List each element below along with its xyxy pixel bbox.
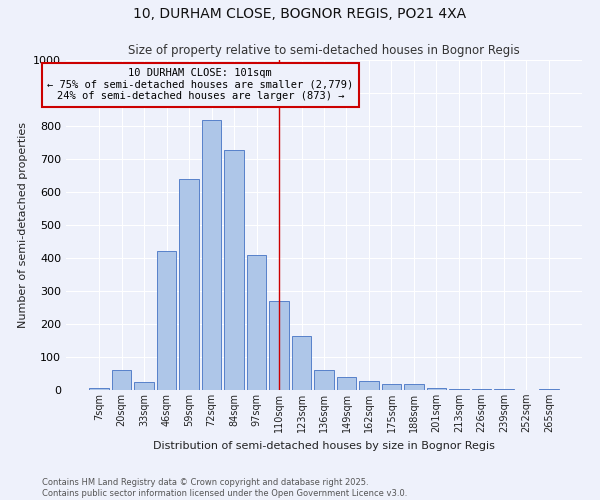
Bar (382, 384, 401, 390)
Bar (314, 370, 334, 390)
Bar (269, 301, 289, 390)
Bar (157, 252, 176, 390)
Bar (359, 381, 379, 390)
Bar (292, 336, 311, 390)
Bar (337, 377, 356, 390)
Bar (179, 180, 199, 390)
Y-axis label: Number of semi-detached properties: Number of semi-detached properties (17, 122, 28, 328)
Bar (247, 256, 266, 390)
Bar (202, 120, 221, 390)
Bar (112, 370, 131, 390)
Bar (89, 388, 109, 390)
Text: Contains HM Land Registry data © Crown copyright and database right 2025.
Contai: Contains HM Land Registry data © Crown c… (42, 478, 407, 498)
Title: Size of property relative to semi-detached houses in Bognor Regis: Size of property relative to semi-detach… (128, 44, 520, 58)
Bar (449, 389, 469, 390)
Bar (224, 150, 244, 390)
Bar (427, 388, 446, 390)
Bar (134, 382, 154, 390)
X-axis label: Distribution of semi-detached houses by size in Bognor Regis: Distribution of semi-detached houses by … (153, 440, 495, 450)
Bar (404, 384, 424, 390)
Text: 10 DURHAM CLOSE: 101sqm
← 75% of semi-detached houses are smaller (2,779)
24% of: 10 DURHAM CLOSE: 101sqm ← 75% of semi-de… (47, 68, 353, 102)
Text: 10, DURHAM CLOSE, BOGNOR REGIS, PO21 4XA: 10, DURHAM CLOSE, BOGNOR REGIS, PO21 4XA (133, 8, 467, 22)
